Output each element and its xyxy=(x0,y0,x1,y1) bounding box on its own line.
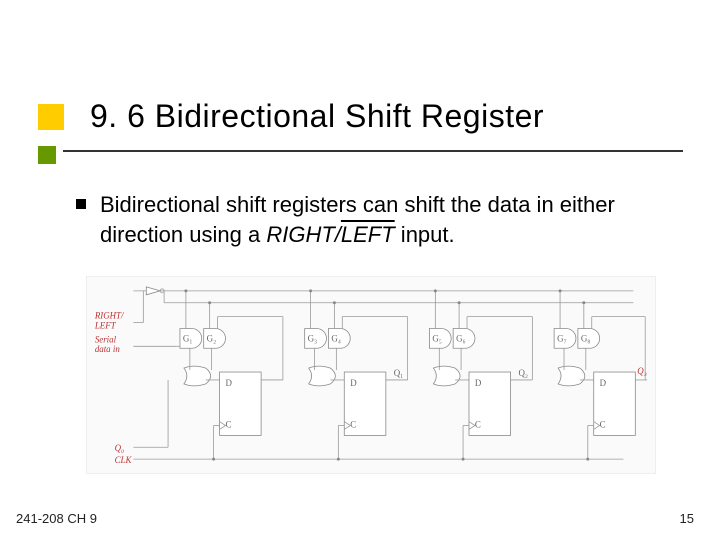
decor-square-green xyxy=(38,146,56,164)
svg-text:G₄: G₄ xyxy=(331,333,341,343)
decor-square-yellow xyxy=(38,104,64,130)
svg-text:C: C xyxy=(475,419,481,429)
svg-text:C: C xyxy=(350,419,356,429)
title-underline xyxy=(63,150,683,152)
svg-text:G₈: G₈ xyxy=(581,333,591,343)
svg-text:C: C xyxy=(600,419,606,429)
svg-text:G₇: G₇ xyxy=(557,333,567,343)
svg-text:Q₁: Q₁ xyxy=(394,368,404,378)
circuit-diagram: RIGHT/ LEFT Serial data in G₁ G₂ xyxy=(86,276,656,474)
svg-text:D: D xyxy=(475,378,482,388)
bullet-text: Bidirectional shift registers can shift … xyxy=(100,190,676,249)
svg-text:D: D xyxy=(225,378,232,388)
svg-text:D: D xyxy=(600,378,607,388)
label-serial: Serial xyxy=(95,334,117,344)
svg-text:D: D xyxy=(350,378,357,388)
slide-title: 9. 6 Bidirectional Shift Register xyxy=(90,98,544,135)
bullet-part2: input. xyxy=(395,222,455,247)
bullet-square-icon xyxy=(76,199,86,209)
page-number: 15 xyxy=(680,511,694,526)
label-clk: CLK xyxy=(115,455,133,465)
svg-text:G₂: G₂ xyxy=(207,333,217,343)
bullet-italic-right: RIGHT/ xyxy=(266,222,341,247)
svg-text:G₅: G₅ xyxy=(432,333,442,343)
label-q0: Q₀ xyxy=(115,443,125,453)
svg-text:G₆: G₆ xyxy=(456,333,466,343)
svg-text:Q₂: Q₂ xyxy=(518,368,528,378)
svg-text:C: C xyxy=(225,419,231,429)
label-right: RIGHT/ xyxy=(94,311,125,321)
svg-text:G₁: G₁ xyxy=(183,333,193,343)
bullet-item: Bidirectional shift registers can shift … xyxy=(76,190,676,249)
label-left: LEFT xyxy=(94,320,117,330)
label-data-in: data in xyxy=(95,344,120,354)
svg-text:G₃: G₃ xyxy=(308,333,318,343)
title-decoration xyxy=(38,104,70,164)
footer-left: 241-208 CH 9 xyxy=(16,511,97,526)
bullet-italic-left-overline: LEFT xyxy=(341,222,395,247)
